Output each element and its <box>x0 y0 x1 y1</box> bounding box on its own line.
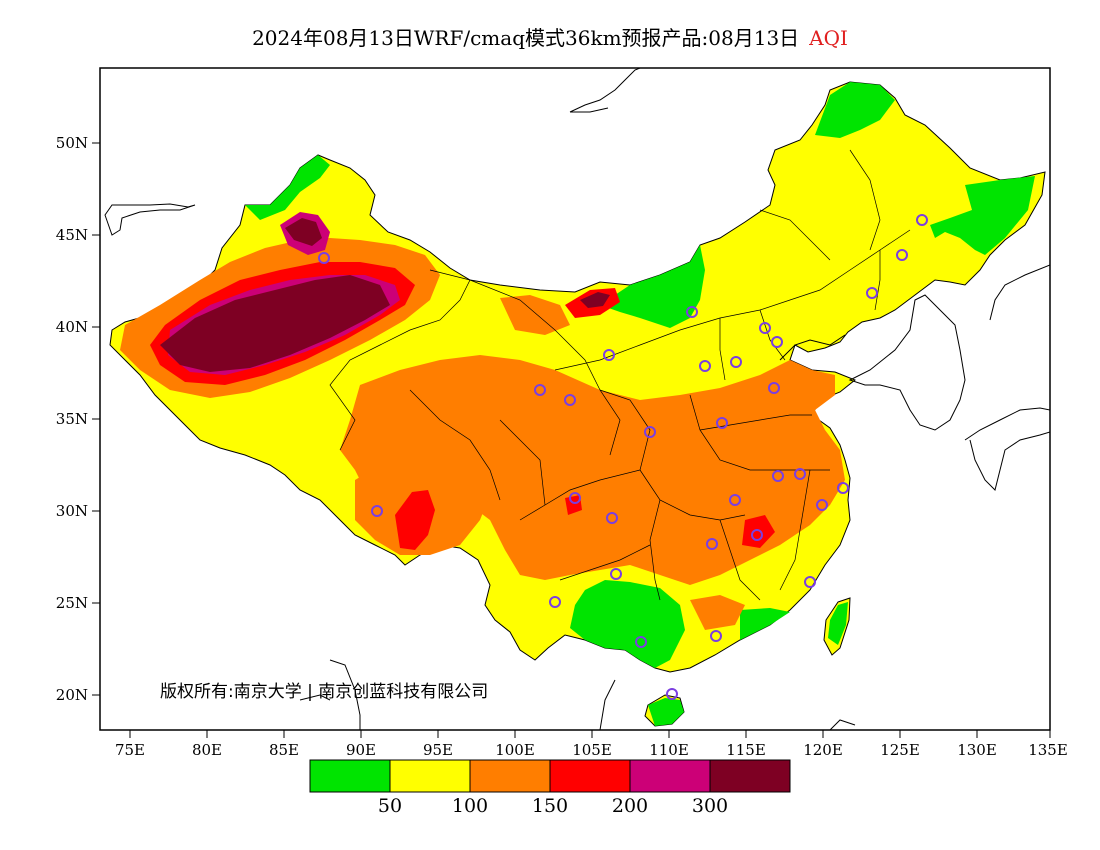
lon-label: 80E <box>192 741 222 759</box>
title-text: 2024年08月13日WRF/cmaq模式36km预报产品:08月13日 <box>252 26 800 50</box>
colorbar-swatch <box>309 759 391 793</box>
latitude-labels: 50N 45N 40N 35N 30N 25N 20N <box>56 134 88 704</box>
lat-label: 40N <box>56 318 88 336</box>
aqi-good-south <box>570 580 685 668</box>
aqi-good-southeast <box>740 608 790 640</box>
lat-label: 30N <box>56 502 88 520</box>
lon-label: 85E <box>269 741 299 759</box>
aqi-good-north <box>600 245 705 328</box>
neighbouring-coastlines <box>104 68 1050 730</box>
longitude-labels: 75E 80E 85E 90E 95E 100E 105E 110E 115E … <box>115 741 1068 759</box>
lat-label: 25N <box>56 594 88 612</box>
lon-label: 120E <box>803 741 843 759</box>
lon-label: 105E <box>572 741 612 759</box>
aqi-maroon-west <box>160 275 390 372</box>
colorbar-swatch <box>469 759 551 793</box>
aqi-good-west <box>245 155 330 220</box>
lat-label: 35N <box>56 410 88 428</box>
map-frame <box>99 67 1051 731</box>
longitude-axis <box>129 730 1051 738</box>
aqi-maroon-north <box>285 218 322 246</box>
map-layers: 版权所有:南京大学 | 南京创蓝科技有限公司 <box>104 68 1050 730</box>
aqi-good-northeast <box>815 82 895 138</box>
lon-label: 135E <box>1028 741 1068 759</box>
legend-label: 100 <box>452 795 488 817</box>
aqi-good-taiwan <box>828 602 848 645</box>
legend-label: 300 <box>692 795 728 817</box>
lat-label: 45N <box>56 226 88 244</box>
copyright-text: 版权所有:南京大学 | 南京创蓝科技有限公司 <box>160 682 488 702</box>
legend-label: 200 <box>612 795 648 817</box>
aqi-red-southeast <box>742 515 775 548</box>
colorbar-swatch <box>709 759 791 793</box>
aqi-orange-central <box>340 355 845 585</box>
lat-label: 50N <box>56 134 88 152</box>
variable-label: AQI <box>809 26 848 50</box>
aqi-red-tibet <box>395 490 435 550</box>
china-land <box>109 81 1046 673</box>
city-markers <box>318 214 928 700</box>
lat-label: 20N <box>56 686 88 704</box>
colorbar-swatch <box>549 759 631 793</box>
legend-label: 150 <box>532 795 568 817</box>
aqi-good-northeast-east <box>930 176 1035 255</box>
lon-label: 130E <box>957 741 997 759</box>
lon-label: 125E <box>880 741 920 759</box>
aqi-colorbar <box>309 759 791 793</box>
aqi-orange-east <box>690 595 745 630</box>
lon-label: 115E <box>726 741 766 759</box>
aqi-good-hainan <box>648 698 684 726</box>
lon-label: 75E <box>115 741 145 759</box>
latitude-axis <box>92 142 100 696</box>
aqi-colorbar-labels: 50 100 150 200 300 <box>378 795 728 817</box>
aqi-orange-north <box>500 295 570 335</box>
aqi-maroon-inner-mongolia <box>580 292 610 308</box>
colorbar-swatch <box>629 759 711 793</box>
aqi-red-central <box>565 495 582 515</box>
lon-label: 100E <box>495 741 535 759</box>
map-title: 2024年08月13日WRF/cmaq模式36km预报产品:08月13日 AQI <box>0 22 1100 51</box>
colorbar-swatch <box>389 759 471 793</box>
legend-label: 50 <box>378 795 402 817</box>
province-boundaries <box>329 149 911 601</box>
lon-label: 90E <box>346 741 376 759</box>
lon-label: 110E <box>649 741 689 759</box>
lon-label: 95E <box>423 741 453 759</box>
